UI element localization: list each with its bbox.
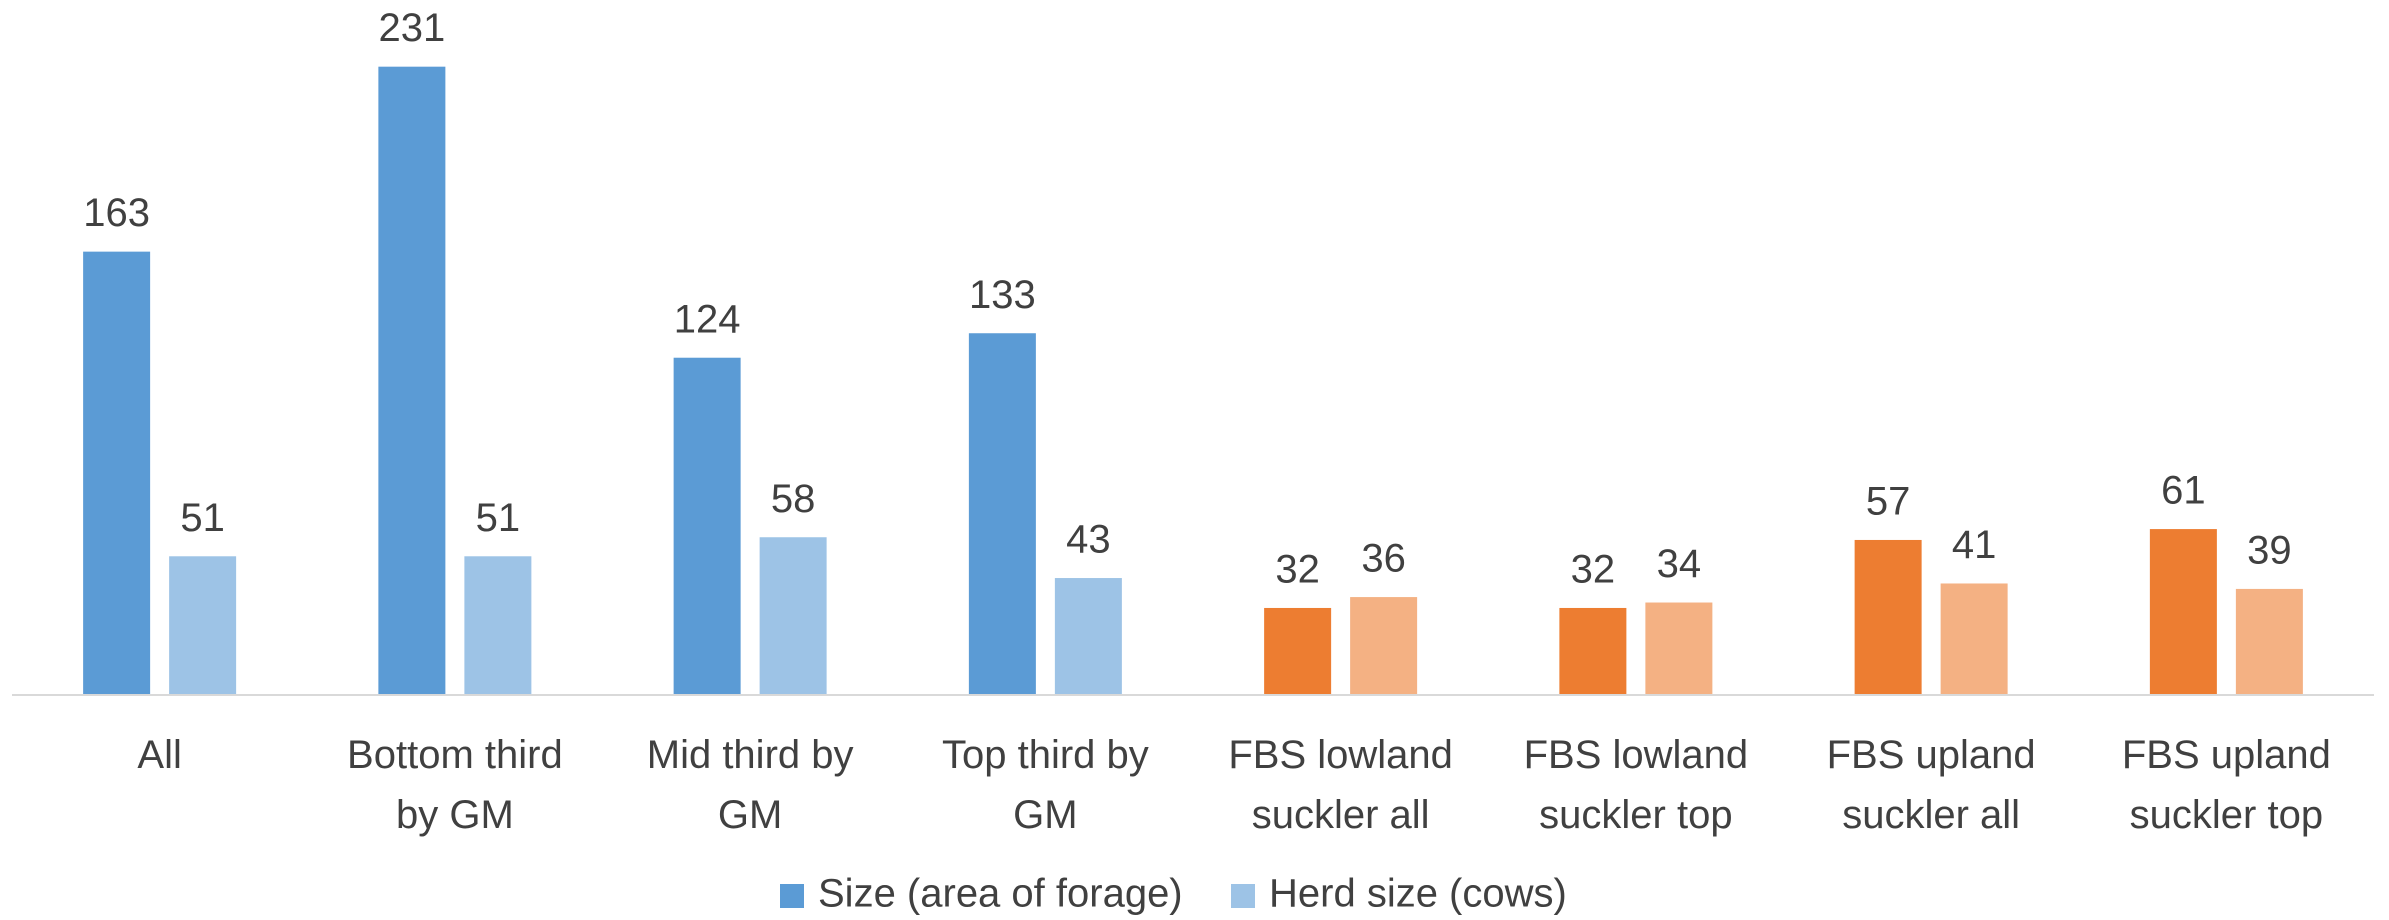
value-label: 133 [969,273,1036,317]
bar [83,251,151,695]
x-tick-label-line: GM [718,793,782,837]
bar [759,537,827,695]
x-tick-label-line: All [137,733,181,777]
x-tick-label-line: by GM [396,793,514,837]
x-tick-label-line: suckler top [2130,793,2323,837]
value-label: 51 [180,496,225,540]
value-label: 36 [1361,537,1406,581]
x-tick-label-line: GM [1013,793,1077,837]
x-tick-label-line: suckler all [1252,793,1430,837]
x-tick-label: FBS upland suckler all [1827,733,2036,837]
value-label: 58 [771,477,816,521]
value-label: 43 [1066,518,1111,562]
x-tick-label: FBS lowland suckler all [1228,733,1453,837]
legend-swatch [1231,884,1255,908]
value-label: 163 [83,191,150,235]
x-tick-label: Top third by GM [942,733,1149,837]
value-label: 51 [476,496,521,540]
value-label: 32 [1275,548,1320,592]
bar [2235,588,2303,695]
value-label: 231 [379,6,446,50]
x-tick-label-line: FBS lowland [1228,733,1453,777]
bar [378,66,446,696]
x-tick-label-line: Bottom third [347,733,563,777]
value-label: 41 [1952,523,1997,567]
value-label: 39 [2247,528,2292,572]
x-tick-label-line: FBS upland [2122,733,2331,777]
x-tick-label: FBS lowland suckler top [1524,733,1749,837]
bar [1645,602,1713,695]
value-label: 124 [674,297,741,341]
bar [1054,578,1122,695]
value-label: 61 [2161,469,2206,513]
legend-label: Herd size (cows) [1269,872,1567,916]
bar [968,333,1036,695]
legend-swatch [780,884,804,908]
value-label: 34 [1657,542,1702,586]
bar [169,556,237,695]
x-tick-label-line: FBS upland [1827,733,2036,777]
bar [464,556,532,695]
x-tick-label-line: suckler top [1539,793,1732,837]
value-label: 57 [1866,480,1911,524]
x-tick-label-line: Top third by [942,733,1149,777]
x-tick-label-line: FBS lowland [1524,733,1749,777]
legend-label: Size (area of forage) [818,872,1183,916]
bar [1264,607,1332,695]
value-label: 32 [1571,548,1616,592]
x-tick-label: All [137,733,181,777]
bar [2149,529,2217,695]
x-tick-label-line: Mid third by [647,733,854,777]
x-tick-label: FBS upland suckler top [2122,733,2331,837]
x-tick-label: Bottom third by GM [347,733,563,837]
bar [1559,607,1627,695]
x-tick-label: Mid third by GM [647,733,854,837]
bar [673,357,741,695]
x-tick-label-line: suckler all [1842,793,2020,837]
bar [1350,597,1418,695]
bar [1940,583,2008,695]
bar [1854,539,1922,695]
